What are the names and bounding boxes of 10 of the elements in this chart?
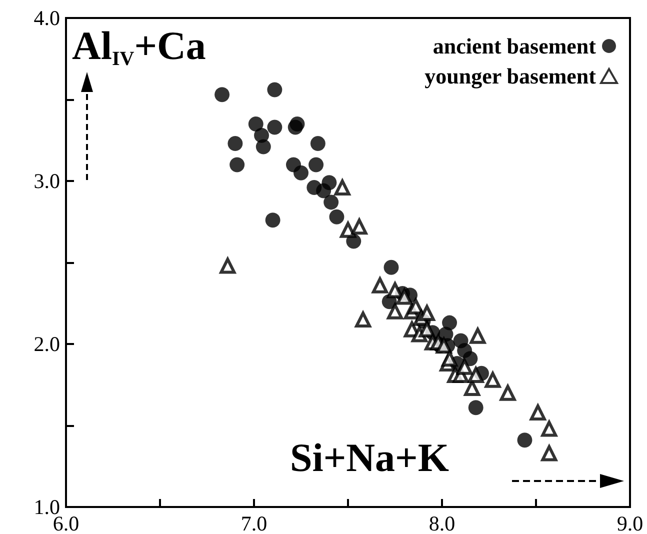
x-tick-label: 8.0 [428,512,456,534]
legend-label: younger basement [424,64,597,88]
x-axis-title: Si+Na+K [290,435,449,480]
y-tick-label: 3.0 [34,169,60,193]
x-tick-label: 9.0 [616,512,644,534]
y-tick-label: 4.0 [34,6,60,30]
y-axis-title: Al$_{IV}$+Ca [72,23,206,70]
x-tick-label: 7.0 [240,512,268,534]
y-tick-label: 2.0 [34,332,60,356]
legend-label: ancient basement [432,34,597,58]
